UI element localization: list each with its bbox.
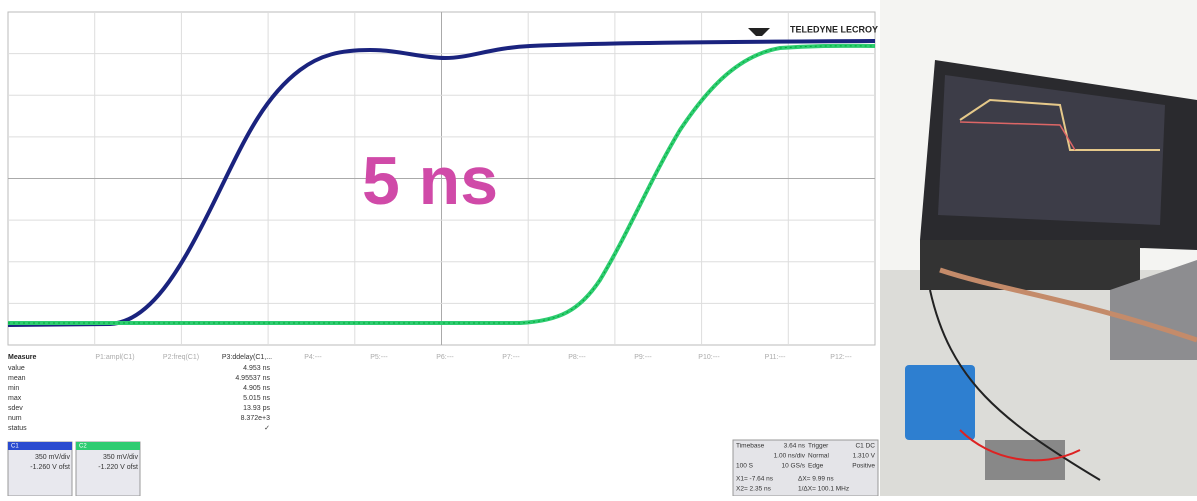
timebase-cell: 3.64 ns xyxy=(784,443,806,450)
measure-table: Measure value 4.953 ns mean 4.95537 ns min 4.9… xyxy=(8,354,270,432)
timebase-cell: 10 GS/s xyxy=(782,463,806,470)
timebase-cell: C1 DC xyxy=(855,443,875,450)
param-label: P6:--- xyxy=(436,354,454,361)
timebase-cell: Edge xyxy=(808,463,824,470)
timebase-cell: Positive xyxy=(852,463,875,470)
cursor-readout: X2= 2.35 ns xyxy=(736,486,772,493)
timebase-cell: Timebase xyxy=(736,443,765,450)
screenshot: TELEDYNE LECROY 5 ns P1:ampl(C1) P2:freq(… xyxy=(0,0,1197,496)
measure-label: num xyxy=(8,415,22,422)
measure-value: 13.93 ps xyxy=(243,405,270,412)
channel-scale: 350 mV/div xyxy=(103,454,139,461)
cursor-readout: X1= -7.64 ns xyxy=(736,476,774,483)
channel-name: C1 xyxy=(11,444,19,450)
param-label: P12:--- xyxy=(830,354,852,361)
channel-boxes: C1 350 mV/div -1.260 V ofst C2 350 mV/div -1.… xyxy=(8,442,140,496)
measure-label: min xyxy=(8,385,19,392)
lab-photo xyxy=(880,0,1197,496)
measure-value: 8.372e+3 xyxy=(241,415,270,422)
timebase-cell: Trigger xyxy=(808,443,829,450)
measure-label: status xyxy=(8,425,27,432)
measure-label: sdev xyxy=(8,405,23,412)
timebase-cell: 1.310 V xyxy=(853,453,876,460)
param-label: P7:--- xyxy=(502,354,520,361)
measure-value: 4.905 ns xyxy=(243,385,270,392)
param-label: P9:--- xyxy=(634,354,652,361)
measure-value: 5.015 ns xyxy=(243,395,270,402)
measure-value: 4.953 ns xyxy=(243,365,270,372)
param-label: P2:freq(C1) xyxy=(163,354,199,361)
channel-offset: -1.260 V ofst xyxy=(30,464,70,471)
measure-header: Measure xyxy=(8,354,37,361)
brand: TELEDYNE LECROY xyxy=(790,24,878,34)
measure-label: max xyxy=(8,395,22,402)
param-label: P3:ddelay(C1,... xyxy=(222,354,272,361)
param-label: P8:--- xyxy=(568,354,586,361)
param-label: P1:ampl(C1) xyxy=(95,354,134,361)
cursor-readout: ΔX= 9.99 ns xyxy=(798,476,834,483)
measure-value: ✓ xyxy=(264,425,270,432)
param-label: P10:--- xyxy=(698,354,720,361)
scene: TELEDYNE LECROY 5 ns P1:ampl(C1) P2:freq(… xyxy=(0,0,1197,496)
timebase-cell: Normal xyxy=(808,453,830,460)
timebase-cell: 1.00 ns/div xyxy=(774,453,806,460)
measure-label: mean xyxy=(8,375,26,382)
channel-name: C2 xyxy=(79,444,87,450)
cursor-readout: 1/ΔX= 100.1 MHz xyxy=(798,486,849,493)
param-label: P11:--- xyxy=(765,354,787,361)
measure-value: 4.95537 ns xyxy=(235,375,270,382)
timebase-cell: 100 S xyxy=(736,463,754,470)
param-label: P5:--- xyxy=(370,354,388,361)
param-label: P4:--- xyxy=(304,354,322,361)
measure-label: value xyxy=(8,365,25,372)
channel-scale: 350 mV/div xyxy=(35,454,71,461)
channel-offset: -1.220 V ofst xyxy=(98,464,138,471)
overlay-label: 5 ns xyxy=(362,143,498,219)
param-row: P1:ampl(C1) P2:freq(C1) P3:ddelay(C1,... P4… xyxy=(95,354,852,361)
